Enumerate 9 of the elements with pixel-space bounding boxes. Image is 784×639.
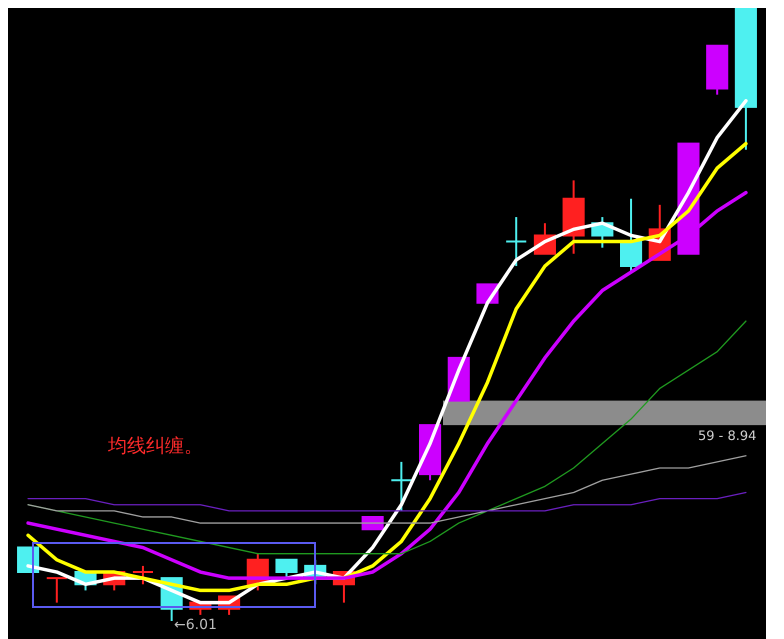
annotation: 均线纠缠。 — [107, 435, 203, 457]
candlestick — [505, 216, 528, 268]
band-label: 59 - 8.94 — [698, 429, 756, 444]
candlestick — [362, 516, 384, 530]
candlestick — [132, 564, 154, 586]
candlestick — [390, 460, 412, 512]
candlestick — [275, 558, 298, 580]
candlestick — [46, 577, 68, 604]
annotation: ←6.01 — [174, 617, 217, 633]
